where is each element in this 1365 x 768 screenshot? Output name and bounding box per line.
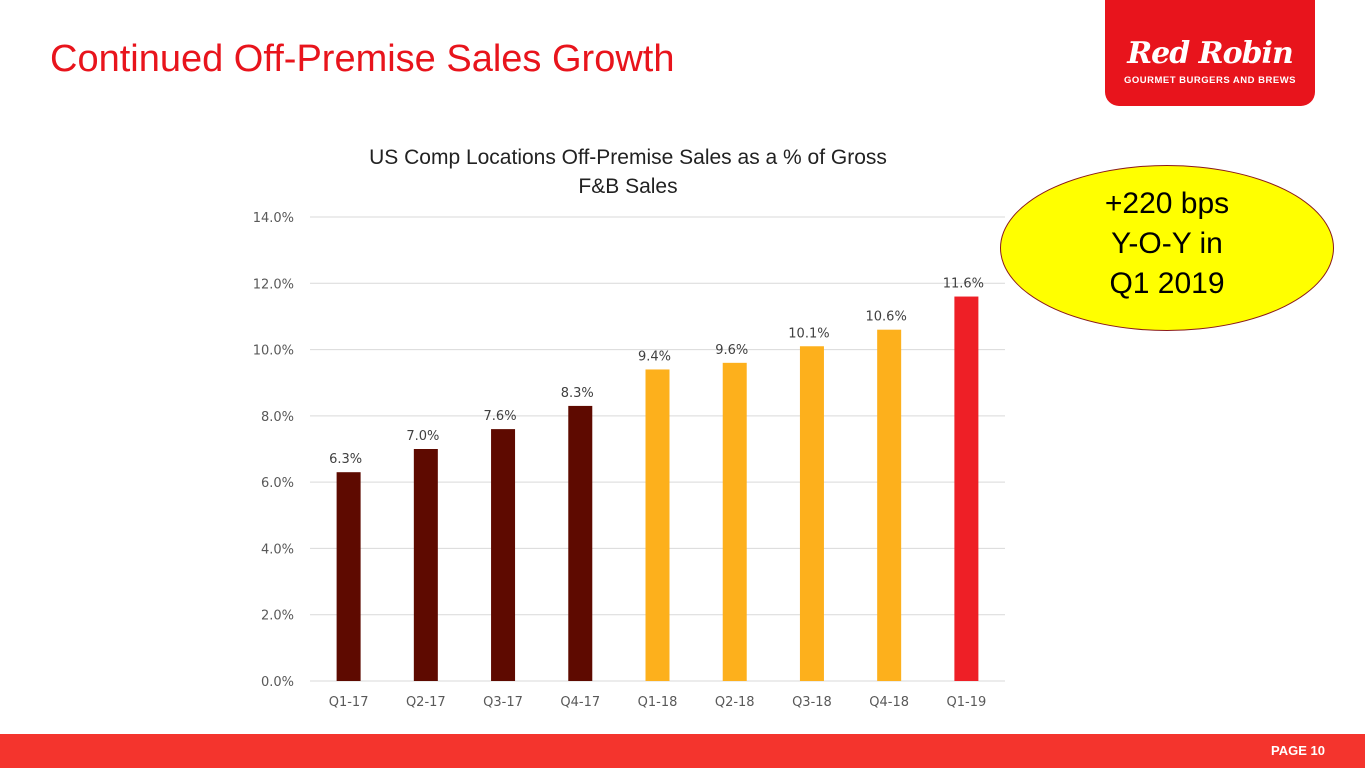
y-tick-label: 0.0% [261, 675, 294, 690]
slide-title: Continued Off-Premise Sales Growth [50, 38, 675, 80]
bar-q1-17 [336, 472, 361, 681]
bar-q3-18 [799, 346, 824, 681]
x-tick-label: Q1-18 [638, 695, 678, 710]
callout-ellipse: +220 bps Y-O-Y in Q1 2019 [1000, 165, 1334, 331]
data-label: 10.1% [788, 326, 829, 341]
y-tick-label: 4.0% [261, 542, 294, 557]
logo-brand: Red Robin [1127, 36, 1294, 71]
bar-q2-18 [722, 362, 747, 681]
data-label: 10.6% [866, 310, 907, 325]
data-label: 8.3% [561, 386, 594, 401]
x-tick-label: Q3-18 [792, 695, 832, 710]
data-label: 11.6% [943, 277, 984, 292]
bar-q3-17 [491, 429, 516, 681]
callout-line: Y-O-Y in [1111, 227, 1223, 260]
callout-line: Q1 2019 [1109, 267, 1225, 300]
red-robin-logo: Red Robin GOURMET BURGERS AND BREWS [1105, 0, 1315, 106]
bar-q4-17 [568, 405, 593, 681]
y-tick-label: 10.0% [253, 344, 294, 359]
data-label: 6.3% [329, 452, 362, 467]
y-tick-label: 14.0% [253, 211, 294, 226]
x-tick-label: Q1-17 [329, 695, 369, 710]
x-tick-label: Q4-17 [560, 695, 600, 710]
chart-title: US Comp Locations Off-Premise Sales as a… [369, 146, 887, 169]
data-label: 7.0% [406, 429, 439, 444]
x-tick-label: Q2-18 [715, 695, 755, 710]
page-number: PAGE 10 [1271, 743, 1325, 758]
x-tick-label: Q4-18 [869, 695, 909, 710]
bar-q4-18 [877, 329, 902, 681]
y-tick-label: 2.0% [261, 609, 294, 624]
bar-q1-18 [645, 369, 670, 681]
y-tick-label: 8.0% [261, 410, 294, 425]
data-label: 9.6% [715, 343, 748, 358]
bar-q1-19 [954, 296, 979, 681]
data-label: 9.4% [638, 349, 671, 364]
logo-tagline: GOURMET BURGERS AND BREWS [1123, 75, 1297, 86]
x-tick-label: Q3-17 [483, 695, 523, 710]
y-tick-label: 12.0% [253, 277, 294, 292]
x-tick-label: Q2-17 [406, 695, 446, 710]
callout-line: +220 bps [1104, 187, 1230, 220]
footer-bar: PAGE 10 [0, 734, 1365, 768]
x-tick-label: Q1-19 [947, 695, 987, 710]
bar-chart: US Comp Locations Off-Premise Sales as a… [253, 146, 1005, 710]
bar-q2-17 [413, 449, 438, 681]
y-tick-label: 6.0% [261, 476, 294, 491]
data-label: 7.6% [484, 409, 517, 424]
chart-title: F&B Sales [578, 175, 677, 198]
